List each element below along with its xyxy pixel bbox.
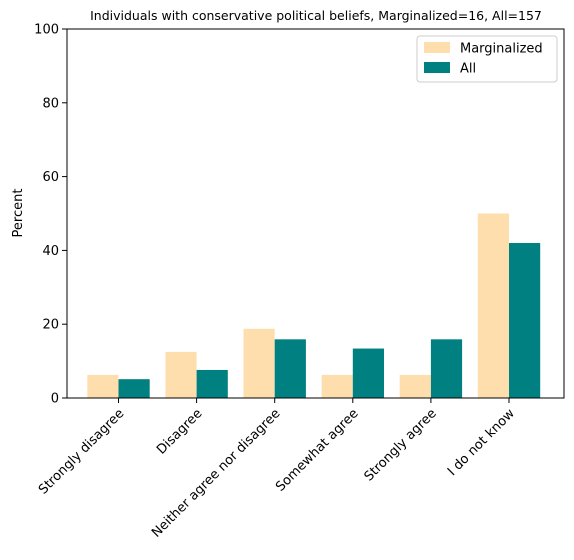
x-tick-label-4: Strongly agree [362,406,440,484]
legend-label-all: All [460,62,476,77]
y-tick-label-1: 20 [42,318,59,333]
y-tick-label-2: 40 [42,244,59,259]
chart-title: Individuals with conservative political … [90,8,542,23]
plot-frame [66,28,565,399]
bar-marginalized-1 [165,351,197,399]
bar-all-3 [352,348,384,398]
bar-all-5 [509,243,541,398]
bar-marginalized-0 [87,374,119,398]
bar-all-1 [196,369,228,398]
x-tick-label-1: Disagree [154,406,205,457]
bar-marginalized-4 [399,374,431,398]
x-tick-label-0: Strongly disagree [36,406,127,497]
y-tick-label-3: 60 [42,170,59,185]
bar-all-0 [118,379,150,398]
bar-marginalized-5 [477,213,509,398]
y-tick-label-5: 100 [34,23,59,38]
legend: Marginalized All [416,35,558,83]
y-tick-label-0: 0 [51,392,59,407]
legend-swatch-marginalized [424,42,450,53]
x-tick-label-2: Neither agree nor disagree [149,406,283,540]
x-tick-label-5: I do not know [445,406,518,479]
x-tick-label-3: Somewhat agree [273,406,362,495]
legend-swatch-all [424,62,450,73]
y-axis: 0 20 40 60 80 100 [34,23,67,407]
bar-all-2 [274,339,306,398]
legend-box [416,35,558,83]
bar-marginalized-2 [243,328,275,398]
y-axis-label: Percent [11,189,26,238]
legend-label-marginalized: Marginalized [460,42,543,57]
y-tick-label-4: 80 [42,96,59,111]
bar-marginalized-3 [321,374,353,398]
bar-all-4 [430,339,463,398]
bars-group [87,213,541,399]
